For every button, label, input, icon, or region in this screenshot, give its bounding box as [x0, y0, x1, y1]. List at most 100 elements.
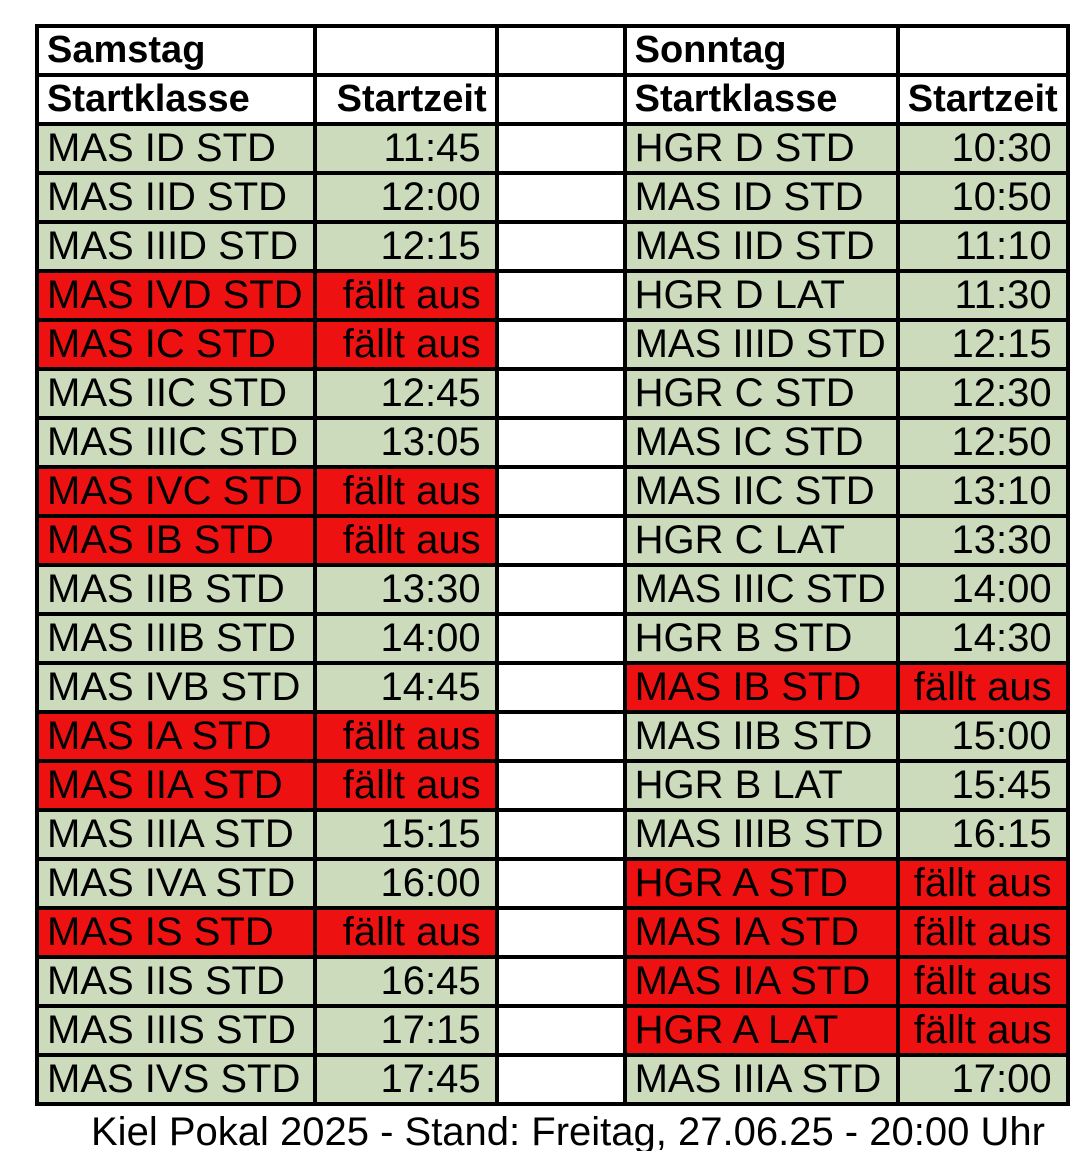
gap-cell	[494, 1053, 627, 1106]
sunday-time-cell: 14:30	[895, 612, 1070, 665]
day-header-sunday-spacer	[895, 24, 1070, 77]
saturday-class-cell: MAS IVB STD	[35, 661, 317, 714]
saturday-time-cell: fällt aus	[312, 318, 499, 371]
sunday-time-cell: 10:50	[895, 171, 1070, 224]
table-row: MAS IIIS STD 17:15 HGR A LAT fällt aus	[35, 1004, 1070, 1057]
gap-cell	[494, 367, 627, 420]
saturday-time-cell: fällt aus	[312, 759, 499, 812]
table-row: MAS IIA STD fällt aus HGR B LAT 15:45	[35, 759, 1070, 812]
saturday-class-cell: MAS IID STD	[35, 171, 317, 224]
saturday-class-cell: MAS IIB STD	[35, 563, 317, 616]
sunday-time-cell: 15:45	[895, 759, 1070, 812]
schedule-body: MAS ID STD 11:45 HGR D STD 10:30 MAS IID STD…	[35, 122, 1070, 1106]
sunday-class-cell: MAS IB STD	[622, 661, 900, 714]
sunday-time-cell: 12:15	[895, 318, 1070, 371]
saturday-time-cell: 17:45	[312, 1053, 499, 1106]
table-row: MAS IIIA STD 15:15 MAS IIIB STD 16:15	[35, 808, 1070, 861]
saturday-class-cell: MAS IVD STD	[35, 269, 317, 322]
sunday-time-cell: fällt aus	[895, 955, 1070, 1008]
saturday-time-cell: 14:45	[312, 661, 499, 714]
day-header-row: Samstag Sonntag	[35, 24, 1070, 77]
gap-cell	[494, 906, 627, 959]
sunday-time-cell: 16:15	[895, 808, 1070, 861]
gap-cell	[494, 955, 627, 1008]
gap-cell	[494, 318, 627, 371]
saturday-time-cell: 17:15	[312, 1004, 499, 1057]
saturday-time-cell: 13:05	[312, 416, 499, 469]
column-header-class-sunday: Startklasse	[622, 73, 900, 126]
gap-cell	[494, 1004, 627, 1057]
table-row: MAS IIIC STD 13:05 MAS IC STD 12:50	[35, 416, 1070, 469]
table-row: MAS IIS STD 16:45 MAS IIA STD fällt aus	[35, 955, 1070, 1008]
table-row: MAS IID STD 12:00 MAS ID STD 10:50	[35, 171, 1070, 224]
gap-cell	[494, 857, 627, 910]
saturday-time-cell: 16:45	[312, 955, 499, 1008]
gap-cell	[494, 122, 627, 175]
table-row: MAS IC STD fällt aus MAS IIID STD 12:15	[35, 318, 1070, 371]
table-row: MAS IVS STD 17:45 MAS IIIA STD 17:00	[35, 1053, 1070, 1106]
sunday-class-cell: HGR A LAT	[622, 1004, 900, 1057]
sunday-time-cell: fällt aus	[895, 661, 1070, 714]
footer-caption: Kiel Pokal 2025 - Stand: Freitag, 27.06.…	[91, 1110, 1045, 1151]
saturday-class-cell: MAS IIID STD	[35, 220, 317, 273]
sunday-time-cell: 13:10	[895, 465, 1070, 518]
sunday-class-cell: MAS IIIA STD	[622, 1053, 900, 1106]
sunday-class-cell: MAS IIID STD	[622, 318, 900, 371]
sunday-class-cell: MAS IIC STD	[622, 465, 900, 518]
gap-cell	[494, 24, 627, 77]
saturday-time-cell: 12:00	[312, 171, 499, 224]
sunday-time-cell: 12:30	[895, 367, 1070, 420]
saturday-class-cell: MAS IIIA STD	[35, 808, 317, 861]
saturday-time-cell: 12:15	[312, 220, 499, 273]
gap-cell	[494, 269, 627, 322]
saturday-class-cell: MAS ID STD	[35, 122, 317, 175]
sunday-class-cell: MAS IA STD	[622, 906, 900, 959]
gap-cell	[494, 171, 627, 224]
gap-cell	[494, 73, 627, 126]
saturday-time-cell: 16:00	[312, 857, 499, 910]
saturday-time-cell: fällt aus	[312, 465, 499, 518]
sunday-class-cell: HGR D STD	[622, 122, 900, 175]
table-row: MAS IB STD fällt aus HGR C LAT 13:30	[35, 514, 1070, 567]
sunday-time-cell: 17:00	[895, 1053, 1070, 1106]
table-row: MAS IS STD fällt aus MAS IA STD fällt aus	[35, 906, 1070, 959]
sunday-class-cell: HGR D LAT	[622, 269, 900, 322]
table-row: MAS IIB STD 13:30 MAS IIIC STD 14:00	[35, 563, 1070, 616]
saturday-time-cell: 13:30	[312, 563, 499, 616]
table-row: MAS IA STD fällt aus MAS IIB STD 15:00	[35, 710, 1070, 763]
gap-cell	[494, 661, 627, 714]
sunday-class-cell: MAS IIIB STD	[622, 808, 900, 861]
column-header-class-saturday: Startklasse	[35, 73, 317, 126]
sunday-class-cell: HGR A STD	[622, 857, 900, 910]
saturday-class-cell: MAS IIIC STD	[35, 416, 317, 469]
table-row: MAS ID STD 11:45 HGR D STD 10:30	[35, 122, 1070, 175]
saturday-time-cell: fällt aus	[312, 514, 499, 567]
saturday-class-cell: MAS IVA STD	[35, 857, 317, 910]
sunday-time-cell: 11:30	[895, 269, 1070, 322]
sunday-time-cell: 14:00	[895, 563, 1070, 616]
saturday-class-cell: MAS IVC STD	[35, 465, 317, 518]
table-row: MAS IVD STD fällt aus HGR D LAT 11:30	[35, 269, 1070, 322]
table-row: MAS IIIB STD 14:00 HGR B STD 14:30	[35, 612, 1070, 665]
saturday-class-cell: MAS IIIB STD	[35, 612, 317, 665]
saturday-class-cell: MAS IB STD	[35, 514, 317, 567]
sunday-class-cell: HGR C STD	[622, 367, 900, 420]
sunday-time-cell: fällt aus	[895, 906, 1070, 959]
gap-cell	[494, 416, 627, 469]
sunday-class-cell: MAS IIB STD	[622, 710, 900, 763]
gap-cell	[494, 759, 627, 812]
sunday-time-cell: 10:30	[895, 122, 1070, 175]
saturday-time-cell: fällt aus	[312, 710, 499, 763]
gap-cell	[494, 808, 627, 861]
column-header-time-sunday: Startzeit	[895, 73, 1070, 126]
saturday-time-cell: 11:45	[312, 122, 499, 175]
sunday-class-cell: HGR B STD	[622, 612, 900, 665]
column-header-row: Startklasse Startzeit Startklasse Startz…	[35, 73, 1070, 126]
sunday-class-cell: HGR C LAT	[622, 514, 900, 567]
sunday-time-cell: 13:30	[895, 514, 1070, 567]
saturday-time-cell: 14:00	[312, 612, 499, 665]
sunday-class-cell: MAS IC STD	[622, 416, 900, 469]
gap-cell	[494, 612, 627, 665]
saturday-class-cell: MAS IIS STD	[35, 955, 317, 1008]
